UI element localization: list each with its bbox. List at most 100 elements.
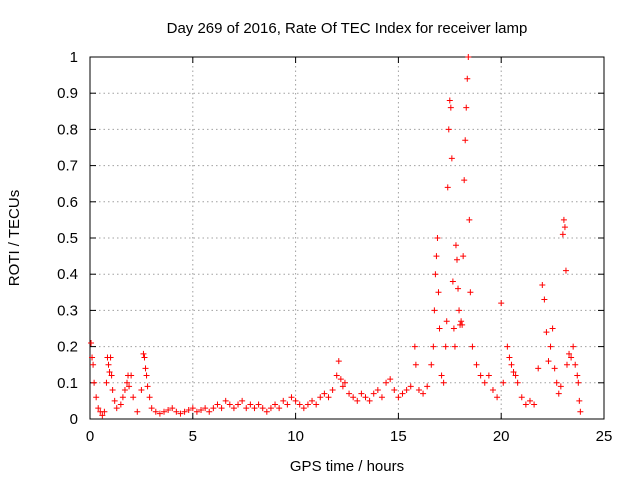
data-point: [152, 408, 159, 415]
data-point: [576, 397, 583, 404]
y-tick-label: 0.5: [57, 230, 78, 247]
data-point: [462, 137, 469, 144]
data-point: [430, 343, 437, 350]
data-point: [358, 390, 365, 397]
data-point: [443, 318, 450, 325]
data-point: [412, 361, 419, 368]
data-point: [469, 343, 476, 350]
data-point: [142, 365, 149, 372]
data-point: [448, 155, 455, 162]
data-point: [255, 401, 262, 408]
data-point: [259, 405, 266, 412]
data-point: [156, 410, 163, 417]
y-tick-labels: 0 0.1 0.2 0.3 0.4 0.5 0.6 0.7 0.8 0.9 1: [57, 49, 78, 428]
data-point: [138, 387, 145, 394]
y-tick-label: 0: [70, 411, 78, 428]
data-point: [498, 300, 505, 307]
data-point: [531, 401, 538, 408]
x-tick-labels: 0 5 10 15 20 25: [86, 428, 613, 445]
y-axis-label: ROTI / TECUs: [6, 190, 23, 286]
data-point: [222, 397, 229, 404]
data-point: [473, 361, 480, 368]
data-point: [559, 231, 566, 238]
data-point: [577, 408, 584, 415]
data-point: [95, 405, 102, 412]
data-point: [144, 383, 151, 390]
data-point: [459, 321, 466, 328]
data-point: [90, 361, 97, 368]
data-point: [514, 379, 521, 386]
data-point: [566, 350, 573, 357]
data-point: [235, 401, 242, 408]
data-point: [300, 405, 307, 412]
data-point: [185, 406, 192, 413]
data-point: [551, 365, 558, 372]
data-point: [547, 343, 554, 350]
data-point: [117, 401, 124, 408]
data-point: [512, 372, 519, 379]
data-point: [280, 397, 287, 404]
data-point: [415, 387, 422, 394]
data-point: [130, 394, 137, 401]
data-point: [481, 379, 488, 386]
data-point: [494, 394, 501, 401]
data-point: [387, 376, 394, 383]
data-point: [378, 394, 385, 401]
data-point: [568, 354, 575, 361]
data-point: [339, 383, 346, 390]
data-point: [545, 358, 552, 365]
data-point: [173, 408, 180, 415]
data-point: [574, 372, 581, 379]
data-point: [463, 104, 470, 111]
data-point: [309, 397, 316, 404]
data-point: [198, 406, 205, 413]
data-point: [535, 365, 542, 372]
data-point: [251, 405, 258, 412]
data-point: [411, 343, 418, 350]
data-point: [557, 383, 564, 390]
data-point: [383, 379, 390, 386]
data-point: [263, 408, 270, 415]
data-point: [570, 343, 577, 350]
x-tick-label: 20: [493, 428, 510, 445]
data-point: [391, 387, 398, 394]
data-point: [109, 387, 116, 394]
data-point: [337, 376, 344, 383]
data-point: [434, 235, 441, 241]
data-point: [89, 354, 96, 361]
data-point: [452, 242, 459, 249]
data-point: [247, 401, 254, 408]
data-point: [366, 397, 373, 404]
data-point: [214, 401, 221, 408]
data-point: [549, 325, 556, 332]
data-point: [210, 405, 217, 412]
data-point: [500, 379, 507, 386]
data-point: [395, 394, 402, 401]
data-point: [146, 394, 153, 401]
data-point: [572, 361, 579, 368]
data-point: [456, 307, 463, 314]
data-point: [276, 405, 283, 412]
data-point: [143, 372, 150, 379]
data-point: [553, 379, 560, 386]
data-point: [464, 75, 471, 82]
data-point: [449, 278, 456, 285]
data-point: [304, 401, 311, 408]
data-point: [341, 379, 348, 386]
data-point: [451, 343, 458, 350]
data-point: [431, 307, 438, 314]
data-point: [243, 405, 250, 412]
data-point: [447, 104, 454, 111]
data-point: [458, 318, 465, 325]
data-point: [436, 325, 443, 332]
data-point: [526, 397, 533, 404]
data-point: [543, 329, 550, 336]
data-point: [121, 387, 128, 394]
data-point: [450, 325, 457, 332]
data-point: [440, 379, 447, 386]
data-point: [335, 358, 342, 365]
data-point: [555, 390, 562, 397]
data-point: [460, 253, 467, 260]
data-point: [111, 397, 118, 404]
